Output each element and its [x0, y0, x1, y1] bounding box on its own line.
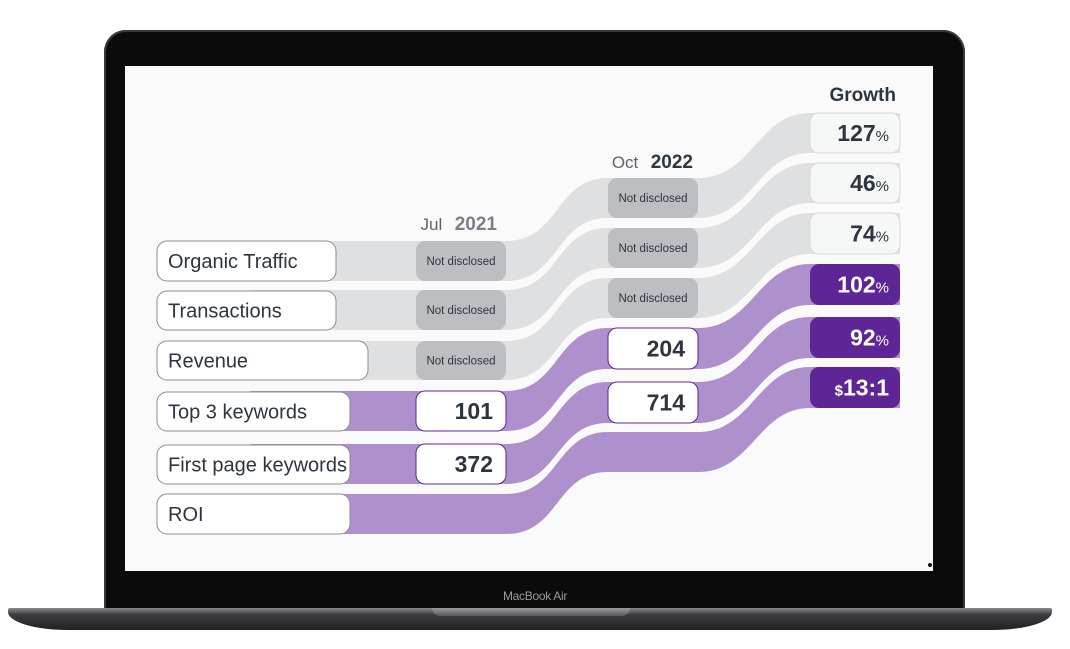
growth-value: 127% — [837, 120, 889, 146]
oct-value: Not disclosed — [618, 193, 687, 205]
jul-value-box — [416, 290, 506, 330]
oct-value-box — [607, 381, 699, 424]
col1-header: Jul 2021 — [421, 214, 498, 235]
growth-number: 127 — [837, 120, 875, 146]
growth-unit: % — [876, 280, 889, 297]
oct-value: Not disclosed — [618, 243, 687, 255]
ribbon-bands — [250, 113, 900, 534]
jul-value: 372 — [455, 451, 493, 477]
oct-value: 714 — [647, 390, 686, 416]
growth-value-box — [809, 112, 901, 154]
oct-value-box — [607, 327, 699, 370]
oct-value-box — [608, 228, 698, 268]
growth-value: 92% — [850, 325, 889, 351]
growth-value: 74% — [850, 221, 889, 247]
col1-year: 2021 — [455, 214, 498, 235]
metric-label: First page keywords — [168, 455, 347, 477]
growth-number: 13:1 — [843, 375, 889, 401]
jul-value-box — [416, 241, 506, 281]
growth-value: $13:1 — [835, 375, 890, 401]
jul-value-box — [416, 341, 506, 380]
growth-unit: % — [876, 333, 889, 350]
growth-number: 102 — [837, 272, 875, 298]
jul-value: 101 — [455, 398, 494, 424]
growth-number: 46 — [850, 170, 876, 196]
metric-label: Revenue — [168, 351, 248, 373]
metric-label-box — [156, 240, 337, 282]
metric-label: Organic Traffic — [168, 251, 298, 273]
ribbon-band — [250, 163, 900, 330]
metric-label-box — [156, 340, 369, 381]
jul-value: Not disclosed — [426, 356, 495, 368]
jul-value: Not disclosed — [426, 305, 495, 317]
growth-unit: % — [876, 229, 889, 246]
metric-label-box — [156, 290, 337, 331]
growth-number: 92 — [850, 325, 876, 351]
metric-label-box — [156, 493, 351, 535]
col2-header: Oct 2022 — [612, 152, 693, 173]
growth-prefix: $ — [835, 383, 844, 400]
laptop-hinge-notch — [432, 608, 630, 616]
growth-unit: % — [876, 178, 889, 195]
metric-label-box — [156, 444, 351, 485]
jul-value: Not disclosed — [426, 256, 495, 268]
col2-month: Oct — [612, 153, 639, 172]
growth-value: 102% — [837, 272, 889, 298]
metric-label: ROI — [168, 504, 204, 526]
growth-header: Growth — [830, 85, 897, 106]
jul-value-box — [415, 390, 507, 432]
growth-unit: % — [876, 128, 889, 145]
ribbon-band — [250, 264, 900, 431]
growth-value-box — [810, 317, 900, 358]
metric-label-box — [156, 391, 351, 432]
growth-value-box — [810, 264, 900, 305]
growth-number: 74 — [850, 221, 876, 247]
growth-value-box — [810, 367, 900, 408]
jul-value-box — [415, 443, 507, 485]
growth-value-box — [809, 212, 901, 255]
growth-value-box — [809, 162, 901, 204]
ribbon-band — [250, 213, 900, 380]
device-brand-label: MacBook Air — [502, 589, 568, 603]
oct-value-box — [608, 278, 698, 318]
col2-year: 2022 — [651, 152, 693, 173]
oct-value: 204 — [647, 336, 686, 362]
screen-dot — [928, 563, 932, 567]
metric-label: Top 3 keywords — [168, 402, 307, 424]
ribbon-band — [250, 367, 900, 534]
value-boxes: Organic Traffic Not disclosed Not disclose… — [156, 112, 901, 535]
growth-value: 46% — [850, 170, 889, 196]
ribbon-band — [250, 317, 900, 484]
oct-value: Not disclosed — [618, 293, 687, 305]
col1-month: Jul — [421, 215, 443, 234]
ribbon-band — [250, 113, 900, 281]
laptop-base — [8, 608, 1052, 630]
metric-label: Transactions — [168, 301, 282, 323]
oct-value-box — [608, 178, 698, 218]
